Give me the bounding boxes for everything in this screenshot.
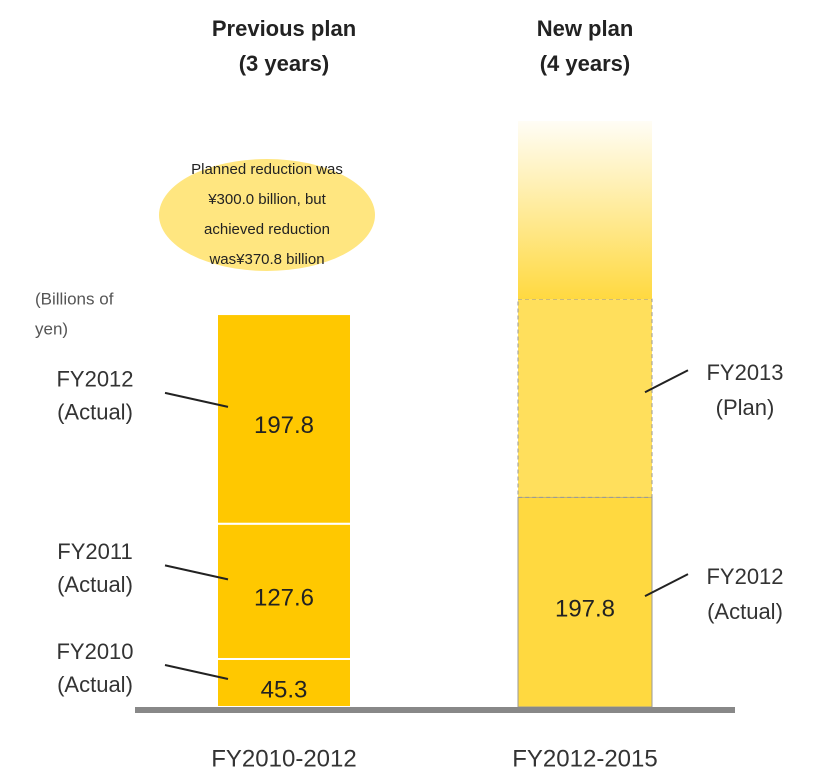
leader-line (644, 573, 689, 598)
segment-label: FY2012 (56, 367, 133, 392)
leader-line (164, 391, 229, 408)
bar-segment (517, 496, 653, 708)
value-label: 45.3 (261, 676, 308, 703)
unit-label: (Billions of (35, 289, 114, 308)
value-label: 197.8 (555, 596, 615, 623)
bar-segment (216, 313, 352, 525)
bar-segment (518, 121, 652, 300)
segment-label: (Actual) (707, 599, 783, 624)
callout-text: ¥300.0 billion, but (207, 191, 326, 208)
segment-label: FY2010 (56, 639, 133, 664)
value-label: 197.8 (254, 412, 314, 439)
callout-bubble (159, 159, 375, 271)
column-header: New plan (537, 16, 634, 41)
column-header: Previous plan (212, 16, 356, 41)
value-label: 127.6 (254, 585, 314, 612)
leader-line (644, 369, 689, 394)
bar-segment (216, 522, 352, 660)
leader-line (164, 664, 229, 680)
x-tick-label: FY2012-2015 (512, 745, 657, 772)
segment-label: (Actual) (57, 400, 133, 425)
column-header: (4 years) (540, 51, 631, 76)
x-tick-label: FY2010-2012 (211, 745, 356, 772)
callout-text: achieved reduction (204, 221, 330, 238)
column-header: (3 years) (239, 51, 330, 76)
callout-text: Planned reduction was (191, 161, 343, 178)
segment-label: FY2012 (706, 564, 783, 589)
leader-line (164, 564, 229, 581)
callout-text: was¥370.8 billion (208, 251, 324, 268)
segment-label: (Actual) (57, 572, 133, 597)
segment-label: (Plan) (716, 395, 775, 420)
segment-label: FY2011 (57, 539, 132, 564)
bar-segment (517, 298, 653, 498)
segment-label: (Actual) (57, 672, 133, 697)
segment-label: FY2013 (706, 360, 783, 385)
unit-label: yen) (35, 319, 68, 338)
